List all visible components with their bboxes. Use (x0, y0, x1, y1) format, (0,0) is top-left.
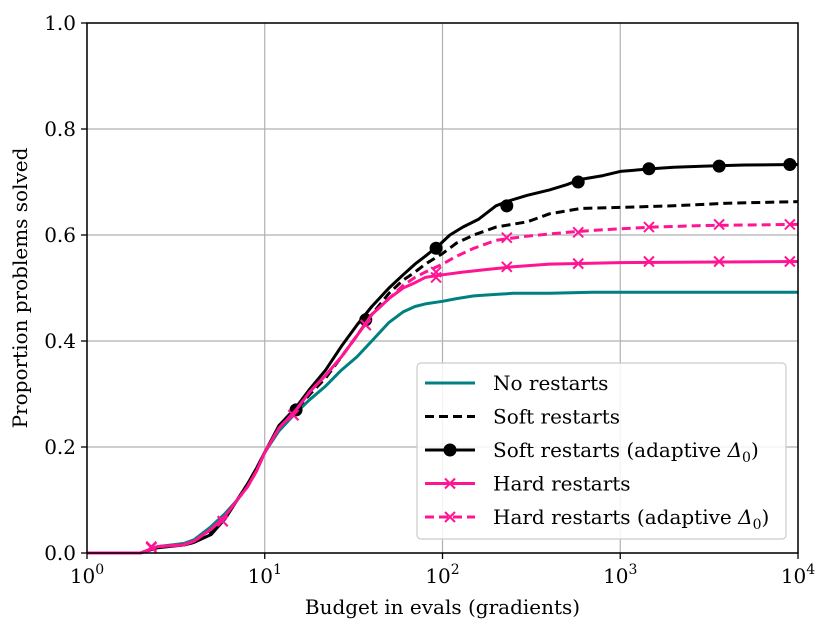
series-line (87, 290, 798, 555)
series-marker (783, 158, 797, 172)
legend-label: Hard restarts (493, 472, 631, 496)
legend-label: Soft restarts (adaptive Δ₀)Soft restarts… (493, 438, 759, 466)
series-marker (713, 218, 725, 231)
y-tick-label: 0.4 (44, 329, 76, 353)
series-0 (87, 290, 798, 555)
series-marker (712, 159, 726, 173)
legend-marker (443, 443, 457, 457)
legend-marker (444, 477, 456, 490)
series-marker (784, 255, 796, 268)
y-tick-label: 0.2 (44, 435, 76, 459)
series-marker (501, 261, 513, 273)
y-tick-label: 0.8 (44, 117, 76, 141)
series-marker (287, 409, 300, 421)
ticks: 100 101 102 103 104 0.0 0.2 0.4 0.6 0.8 1.0 (44, 11, 815, 588)
series-4 (87, 218, 799, 555)
legend-label: Hard restarts (adaptive Δ₀)Hard restarts… (493, 505, 769, 533)
series-marker (572, 226, 584, 239)
legend-label: Soft restarts (493, 405, 620, 429)
series-marker (571, 175, 585, 189)
y-axis-title: Proportion problems solved (8, 147, 32, 428)
x-tick-label: 103 (603, 562, 637, 588)
series-marker (216, 515, 229, 527)
x-tick-label: 100 (70, 562, 104, 588)
series-marker (430, 266, 442, 278)
x-tick-label: 102 (425, 562, 459, 588)
series-marker (501, 231, 513, 244)
series-marker (429, 241, 443, 255)
series-marker (713, 255, 725, 268)
series-layer (87, 158, 799, 555)
series-marker (784, 218, 796, 231)
series-line (87, 222, 799, 555)
series-marker (145, 540, 158, 553)
series-marker (572, 257, 584, 270)
legend-box (416, 362, 787, 540)
x-axis-title: Budget in evals (gradients) (305, 595, 580, 619)
legend-entry: Soft restarts (425, 405, 620, 429)
x-tick-label: 104 (781, 562, 815, 588)
legend-entry: Hard restarts (425, 472, 631, 496)
y-tick-label: 0.6 (44, 223, 76, 247)
legend-label: No restarts (493, 371, 608, 395)
legend-marker (444, 511, 456, 523)
legend-entry: No restarts (425, 371, 608, 395)
y-tick-label: 1.0 (44, 11, 76, 35)
legend: No restarts Soft restarts Soft restarts (a… (416, 362, 787, 540)
series-marker (642, 162, 656, 176)
y-tick-label: 0.0 (44, 541, 76, 565)
series-marker (643, 255, 655, 268)
series-marker (360, 319, 372, 331)
legend-entry: Soft restarts (adaptive Δ₀)Soft restarts… (425, 438, 759, 466)
legend-entry: Hard restarts (adaptive Δ₀)Hard restarts… (425, 505, 769, 533)
x-tick-label: 101 (248, 562, 282, 588)
series-marker (643, 221, 655, 233)
series-marker (500, 199, 514, 213)
